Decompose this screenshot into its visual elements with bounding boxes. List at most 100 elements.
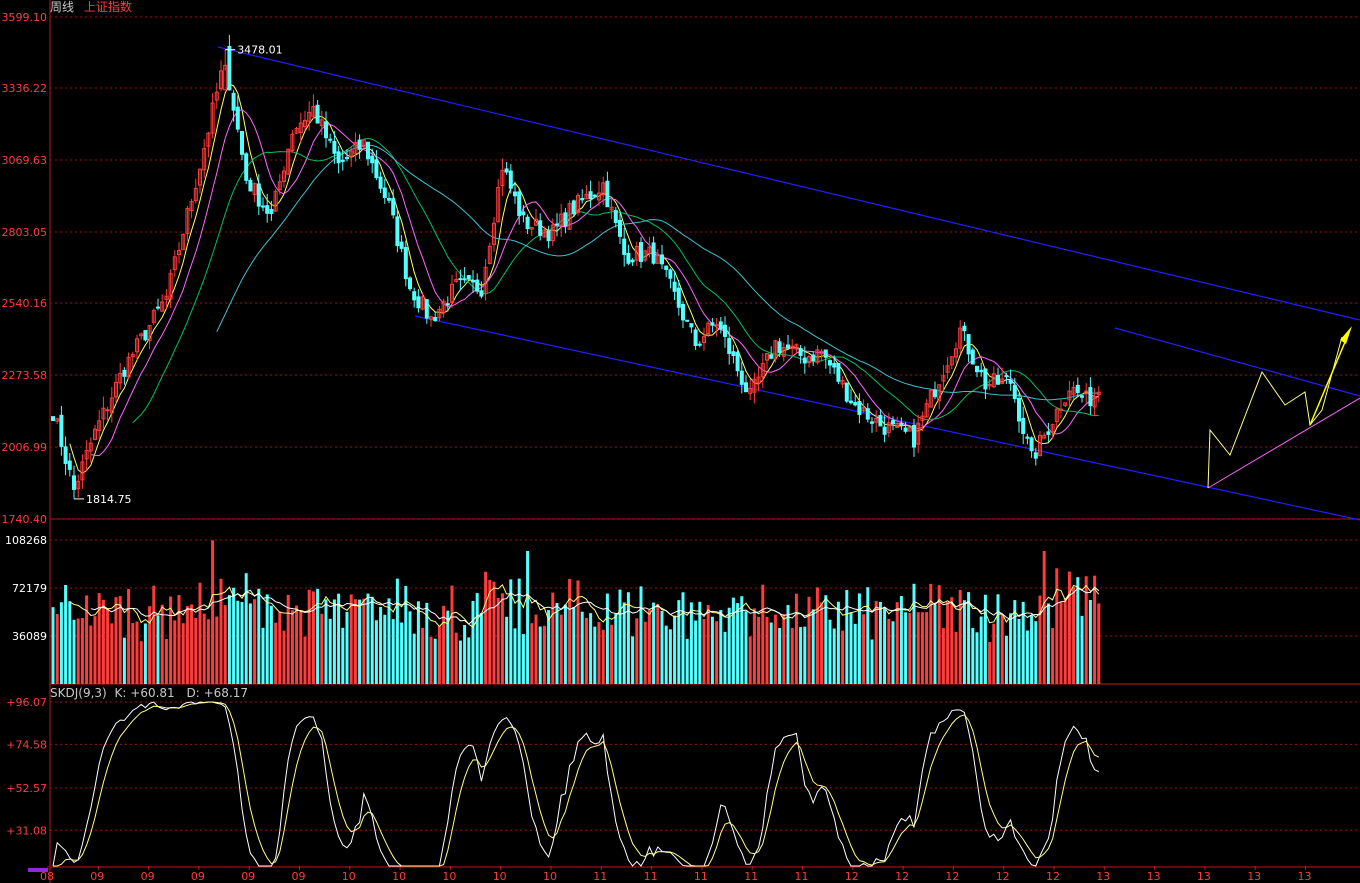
candle-body (1000, 378, 1005, 385)
candle-body (324, 121, 328, 139)
volume-bar (227, 595, 231, 684)
volume-bar (475, 593, 479, 684)
volume-bar (807, 596, 811, 684)
time-tick-label: 10 (543, 870, 557, 883)
volume-bar (202, 613, 206, 684)
volume-bar (404, 585, 408, 684)
candle-body (126, 356, 131, 378)
candle-body (269, 209, 274, 215)
candle-body (345, 157, 349, 160)
volume-bar (303, 636, 307, 684)
candle-body (521, 211, 526, 216)
volume-bar (1025, 630, 1029, 684)
price-tick-label: 1740.40 (2, 513, 48, 526)
candle-body (336, 151, 341, 164)
volume-bar (1067, 571, 1071, 684)
candle-body (618, 219, 622, 237)
candle-body (983, 368, 988, 390)
volume-bar (904, 612, 908, 684)
candle-body (109, 397, 114, 414)
volume-bar (878, 601, 882, 684)
candle-body (76, 480, 81, 490)
candle-body (870, 421, 874, 424)
candle-body (752, 378, 757, 393)
candle-body (378, 176, 383, 189)
volume-bar (324, 599, 328, 684)
volume-bar (68, 601, 72, 684)
period-label: 周线 (50, 0, 75, 14)
candle-body (933, 389, 937, 398)
candle-body (311, 105, 316, 117)
candle-body (924, 403, 929, 418)
candle-body (1096, 391, 1101, 396)
candle-body (580, 198, 585, 201)
candle-body (1063, 402, 1068, 407)
candle-body (72, 475, 76, 490)
candle-body (1046, 431, 1051, 435)
volume-tick-label: 72179 (12, 582, 47, 595)
candle-body (592, 194, 597, 197)
volume-bar (950, 597, 954, 684)
time-tick-label: 13 (1096, 870, 1110, 883)
volume-bar (824, 595, 828, 684)
candle-body (790, 345, 795, 350)
volume-bar (55, 613, 59, 684)
volume-ma5-line (69, 584, 1100, 629)
volume-bar (467, 637, 471, 684)
volume-bar (593, 626, 597, 684)
candle-body (55, 418, 60, 422)
candle-body (613, 210, 618, 224)
candle-body (282, 170, 286, 182)
volume-bar (479, 613, 483, 684)
candle-body (168, 272, 173, 300)
breakout-arrow (1340, 326, 1352, 344)
candle-body (429, 316, 433, 320)
candle-body (601, 182, 606, 196)
candle-body (256, 183, 261, 207)
candle-body (412, 291, 417, 301)
candle-body (164, 295, 169, 300)
volume-bar (76, 618, 80, 684)
candle-body (605, 180, 610, 208)
ma40-line (216, 144, 1099, 401)
volume-bar (610, 624, 614, 684)
volume-bar (685, 638, 689, 684)
candle-body (840, 380, 845, 385)
candle-body (466, 275, 471, 280)
volume-bar (265, 594, 269, 684)
candle-body (693, 329, 698, 346)
volume-bar (887, 618, 891, 684)
candle-body (559, 213, 564, 226)
candle-body (1092, 396, 1097, 408)
candle-body (143, 330, 148, 341)
candle-body (891, 420, 895, 425)
candle-body (450, 283, 454, 303)
volume-bar (59, 602, 63, 684)
volume-bar (744, 611, 748, 684)
volume-bar (374, 620, 378, 684)
volume-bar (828, 619, 832, 684)
candle-body (685, 319, 690, 322)
candle-body (920, 415, 925, 421)
volume-bar (811, 609, 815, 684)
candle-body (706, 322, 711, 335)
volume-bar (110, 623, 114, 684)
volume-bar (295, 605, 299, 684)
volume-bar (1021, 601, 1025, 684)
volume-bar (614, 613, 618, 684)
volume-bar (80, 618, 84, 684)
volume-bar (156, 615, 160, 684)
volume-bar (853, 623, 857, 684)
time-tick-label: 09 (241, 870, 255, 883)
time-tick-label: 12 (895, 870, 909, 883)
volume-bar (643, 621, 647, 684)
candle-body (765, 353, 769, 361)
candle-body (563, 212, 568, 227)
price-tick-label: 2006.99 (2, 441, 48, 454)
candle-body (630, 259, 635, 263)
volume-bar (815, 587, 819, 684)
support-line (1207, 397, 1360, 489)
candle-body (508, 170, 513, 189)
volume-tick-label: 36089 (12, 630, 47, 643)
